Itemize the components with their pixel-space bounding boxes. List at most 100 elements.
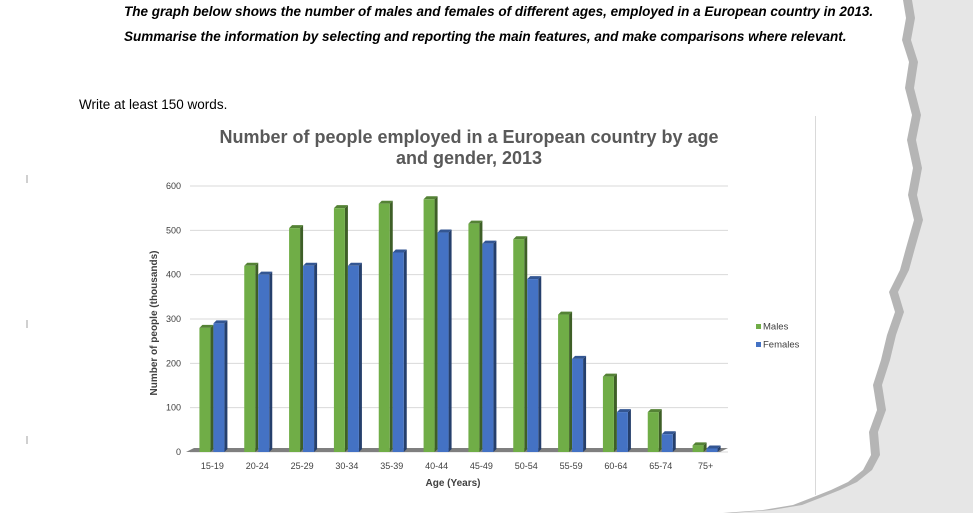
bar xyxy=(661,431,676,452)
bar-top xyxy=(661,431,676,435)
bar-top xyxy=(289,225,304,229)
x-tick-label: 60-64 xyxy=(604,461,627,471)
bar-front xyxy=(333,208,345,452)
y-tick-label: 200 xyxy=(166,358,181,368)
task-prompt: The graph below shows the number of male… xyxy=(124,4,886,54)
bar-front xyxy=(378,203,390,452)
bar-top xyxy=(244,262,259,266)
bar-front xyxy=(437,232,449,452)
chart-title-line-1: Number of people employed in a European … xyxy=(219,127,718,147)
bar-top xyxy=(213,320,228,324)
bar-side xyxy=(224,320,228,452)
bar-side xyxy=(403,249,407,452)
bar xyxy=(616,409,631,452)
bar xyxy=(482,240,497,452)
bar-top xyxy=(468,220,483,224)
bar-front xyxy=(303,265,315,452)
margin-mark xyxy=(26,175,28,183)
x-tick-label: 50-54 xyxy=(515,461,538,471)
bar xyxy=(244,262,259,452)
bar-top xyxy=(616,409,631,413)
torn-paper-edge xyxy=(720,0,973,513)
bar-side xyxy=(583,355,587,452)
bar-front xyxy=(468,223,480,452)
bar xyxy=(347,262,362,452)
bar-front xyxy=(482,243,494,452)
bar-top xyxy=(423,196,438,200)
chart-floor xyxy=(186,448,728,452)
x-axis-ticks: 15-19 20-24 25-29 30-34 35-39 40-44 45-49 50-54… xyxy=(201,461,713,471)
bar-top xyxy=(347,262,362,266)
bar-front xyxy=(392,252,404,452)
bar-side xyxy=(538,276,542,452)
y-tick-label: 500 xyxy=(166,225,181,235)
margin-mark xyxy=(26,320,28,328)
bar-front xyxy=(572,358,584,452)
x-axis-title: Age (Years) xyxy=(425,478,480,489)
x-tick-label: 25-29 xyxy=(291,461,314,471)
bar-top xyxy=(558,311,573,315)
legend-label: Males xyxy=(763,322,789,333)
margin-mark xyxy=(26,436,28,444)
y-axis-ticks: 0 100 200 300 400 500 600 xyxy=(166,181,181,457)
bar xyxy=(333,205,348,452)
bar-front xyxy=(199,327,211,452)
bar-top xyxy=(303,262,318,266)
bar-top xyxy=(258,271,273,275)
bar-front xyxy=(527,279,539,452)
bar-front xyxy=(423,199,435,452)
bar-top xyxy=(692,442,707,446)
bar-top xyxy=(437,229,452,233)
chart-frame-border xyxy=(815,116,816,496)
legend: Males Females xyxy=(756,322,800,351)
legend-swatch xyxy=(756,342,761,347)
bars xyxy=(199,196,721,452)
bar-front xyxy=(706,448,718,452)
bar-front xyxy=(558,314,570,452)
bar-front xyxy=(347,265,359,452)
x-tick-label: 55-59 xyxy=(560,461,583,471)
bar-front xyxy=(244,265,256,452)
bar-front xyxy=(692,445,704,452)
y-tick-label: 400 xyxy=(166,270,181,280)
bar-side xyxy=(703,442,707,452)
bar-side xyxy=(434,196,438,452)
bar-side xyxy=(389,200,393,452)
x-tick-label: 45-49 xyxy=(470,461,493,471)
bar-top xyxy=(482,240,497,244)
x-tick-label: 15-19 xyxy=(201,461,224,471)
bar-top xyxy=(647,409,662,413)
bar xyxy=(647,409,662,452)
bar-side xyxy=(613,373,617,452)
bar-side xyxy=(344,205,348,452)
x-tick-label: 75+ xyxy=(698,461,713,471)
bar-top xyxy=(513,236,528,240)
bar-top xyxy=(706,445,721,449)
x-tick-label: 35-39 xyxy=(380,461,403,471)
bar-top xyxy=(602,373,617,377)
bar-top xyxy=(572,355,587,359)
bar xyxy=(692,442,707,452)
bar-front xyxy=(647,412,659,452)
bar-side xyxy=(493,240,497,452)
bar-top xyxy=(333,205,348,209)
grid-lines xyxy=(190,185,728,453)
bar-front xyxy=(602,376,614,452)
chart-floor-plane xyxy=(186,448,728,452)
y-tick-label: 600 xyxy=(166,181,181,191)
bar-side xyxy=(658,409,662,452)
bar xyxy=(468,220,483,452)
bar-side xyxy=(210,324,214,452)
bar-top xyxy=(199,324,214,328)
bar-side xyxy=(717,445,721,452)
bar-side xyxy=(358,262,362,452)
bar-front xyxy=(258,274,270,452)
bar-side xyxy=(479,220,483,452)
x-tick-label: 20-24 xyxy=(246,461,269,471)
x-tick-label: 65-74 xyxy=(649,461,672,471)
y-axis-title: Number of people (thousands) xyxy=(149,251,160,396)
x-tick-label: 40-44 xyxy=(425,461,448,471)
x-tick-label: 30-34 xyxy=(335,461,358,471)
bar xyxy=(392,249,407,452)
